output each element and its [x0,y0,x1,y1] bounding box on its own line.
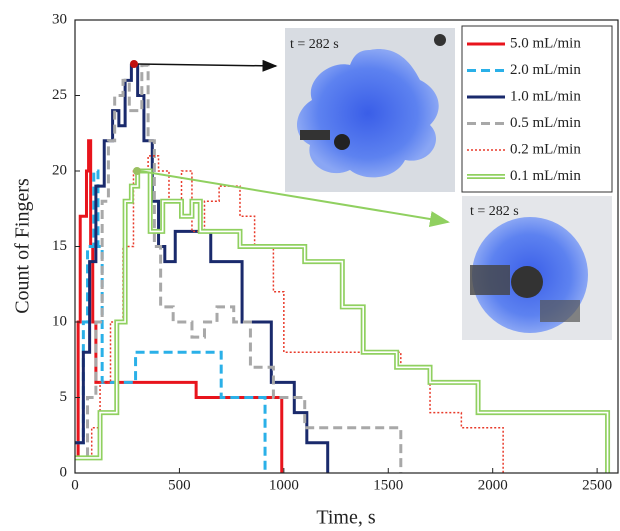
inset-image-2 [462,196,612,340]
series-line [75,139,284,473]
series-line [75,63,403,473]
legend-label: 1.0 mL/min [510,88,581,104]
y-tick-label: 30 [52,11,67,27]
y-tick-label: 0 [60,464,68,480]
y-tick-label: 15 [52,238,67,254]
x-axis-label: Time, s [316,507,376,529]
series-line [75,63,330,473]
point-marker [130,60,138,68]
x-tick-label: 2500 [582,477,612,493]
x-tick-label: 1500 [373,477,403,493]
legend-label: 0.2 mL/min [510,141,581,157]
legend-label: 2.0 mL/min [510,62,581,78]
plot-area [75,63,611,473]
y-axis-label: Count of Fingers [12,178,34,314]
arrow [139,170,450,227]
arrow [137,59,278,72]
x-tick-label: 0 [71,477,79,493]
legend: 5.0 mL/min 2.0 mL/min 1.0 mL/min 0.5 mL/min… [461,25,613,193]
legend-label: 5.0 mL/min [510,35,581,51]
y-tick-label: 25 [52,87,67,103]
y-tick-label: 20 [52,162,67,178]
annotation: t = 282 s [470,204,519,219]
y-tick-label: 10 [52,313,67,329]
inset-image-1 [285,28,455,192]
series-line-inner [75,170,609,473]
point-marker [133,167,141,175]
legend-label: 0.1 mL/min [510,168,581,184]
legend-label: 0.5 mL/min [510,115,581,131]
annotation: t = 282 s [290,37,339,52]
series-line [75,155,504,473]
legend-box [461,25,613,193]
x-tick-label: 2000 [478,477,508,493]
x-tick-label: 1000 [269,477,299,493]
series-line [75,169,267,473]
x-tick-label: 500 [168,477,191,493]
y-tick-label: 5 [60,389,68,405]
